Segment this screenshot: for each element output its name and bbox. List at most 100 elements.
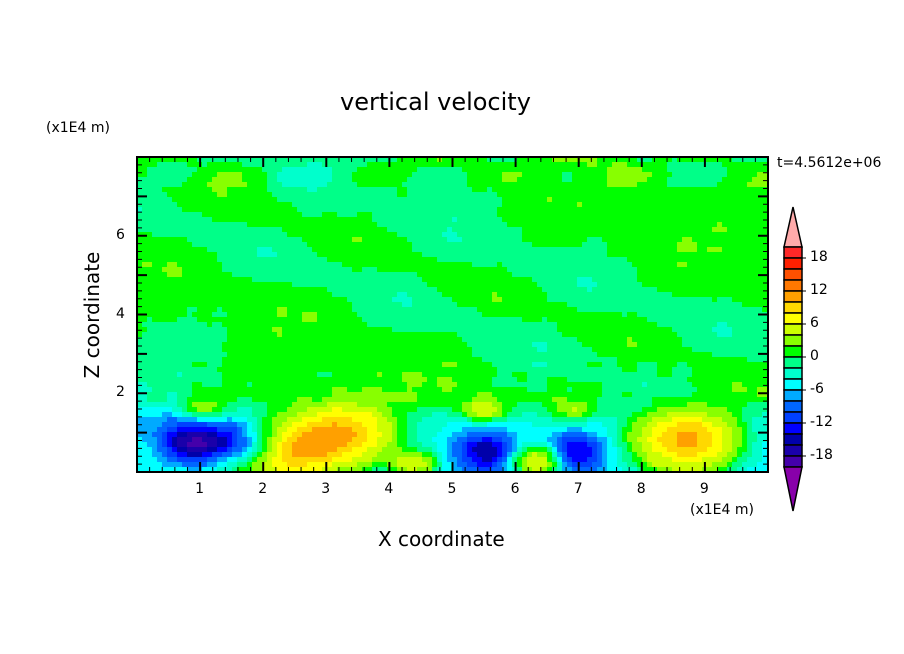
contour-cell xyxy=(597,282,603,288)
contour-cell xyxy=(182,157,188,163)
contour-cell xyxy=(192,167,198,173)
contour-cell xyxy=(462,302,468,308)
contour-cell xyxy=(342,262,348,268)
contour-cell xyxy=(727,247,733,253)
contour-cell xyxy=(652,272,658,278)
contour-cell xyxy=(597,297,603,303)
contour-cell xyxy=(507,232,513,238)
contour-cell xyxy=(522,272,528,278)
contour-cell xyxy=(227,327,233,333)
contour-cell xyxy=(602,282,608,288)
contour-cell xyxy=(567,177,573,183)
contour-cell xyxy=(692,247,698,253)
contour-cell xyxy=(627,192,633,198)
contour-cell xyxy=(197,257,203,263)
contour-cell xyxy=(502,237,508,243)
contour-cell xyxy=(272,322,278,328)
contour-cell xyxy=(532,317,538,323)
contour-cell xyxy=(627,257,633,263)
contour-cell xyxy=(587,232,593,238)
contour-cell xyxy=(237,167,243,173)
contour-cell xyxy=(352,317,358,323)
contour-cell xyxy=(272,272,278,278)
contour-cell xyxy=(647,187,653,193)
contour-cell xyxy=(717,207,723,213)
contour-cell xyxy=(172,212,178,218)
contour-cell xyxy=(472,342,478,348)
contour-cell xyxy=(737,187,743,193)
contour-cell xyxy=(632,327,638,333)
contour-cell xyxy=(637,197,643,203)
contour-cell xyxy=(372,317,378,323)
contour-cell xyxy=(697,237,703,243)
contour-cell xyxy=(707,222,713,228)
contour-cell xyxy=(167,187,173,193)
contour-cell xyxy=(427,317,433,323)
contour-cell xyxy=(282,322,288,328)
contour-cell xyxy=(737,182,743,188)
contour-cell xyxy=(357,227,363,233)
contour-cell xyxy=(632,272,638,278)
contour-cell xyxy=(477,297,483,303)
contour-cell xyxy=(732,272,738,278)
contour-cell xyxy=(372,202,378,208)
contour-cell xyxy=(557,272,563,278)
contour-cell xyxy=(237,227,243,233)
contour-cell xyxy=(197,327,203,333)
contour-cell xyxy=(547,332,553,338)
contour-cell xyxy=(697,322,703,328)
contour-cell xyxy=(582,272,588,278)
contour-cell xyxy=(142,162,148,168)
contour-cell xyxy=(337,162,343,168)
contour-cell xyxy=(627,347,633,353)
contour-cell xyxy=(527,312,533,318)
contour-cell xyxy=(407,237,413,243)
contour-cell xyxy=(477,242,483,248)
contour-cell xyxy=(257,202,263,208)
contour-cell xyxy=(212,167,218,173)
contour-cell xyxy=(277,312,283,318)
contour-cell xyxy=(417,317,423,323)
contour-cell xyxy=(287,292,293,298)
contour-cell xyxy=(687,197,693,203)
contour-cell xyxy=(537,187,543,193)
contour-cell xyxy=(682,322,688,328)
contour-cell xyxy=(202,167,208,173)
contour-cell xyxy=(612,212,618,218)
contour-cell xyxy=(682,187,688,193)
contour-cell xyxy=(292,222,298,228)
contour-cell xyxy=(602,312,608,318)
contour-cell xyxy=(542,317,548,323)
contour-cell xyxy=(157,242,163,248)
contour-cell xyxy=(337,217,343,223)
contour-cell xyxy=(527,182,533,188)
contour-cell xyxy=(317,317,323,323)
contour-cell xyxy=(687,162,693,168)
contour-cell xyxy=(217,277,223,283)
contour-cell xyxy=(667,162,673,168)
contour-cell xyxy=(352,222,358,228)
contour-cell xyxy=(487,242,493,248)
contour-cell xyxy=(327,227,333,233)
contour-cell xyxy=(632,292,638,298)
contour-cell xyxy=(537,317,543,323)
contour-cell xyxy=(537,267,543,273)
contour-cell xyxy=(297,352,303,358)
contour-cell xyxy=(457,262,463,268)
contour-cell xyxy=(657,242,663,248)
contour-cell xyxy=(337,227,343,233)
contour-cell xyxy=(427,157,433,163)
contour-cell xyxy=(672,217,678,223)
contour-cell xyxy=(272,217,278,223)
contour-cell xyxy=(582,297,588,303)
contour-cell xyxy=(577,217,583,223)
contour-cell xyxy=(262,157,268,163)
contour-cell xyxy=(437,217,443,223)
contour-cell xyxy=(152,212,158,218)
contour-cell xyxy=(602,232,608,238)
contour-cell xyxy=(622,272,628,278)
contour-cell xyxy=(332,332,338,338)
contour-cell xyxy=(612,337,618,343)
contour-cell xyxy=(187,187,193,193)
contour-cell xyxy=(747,307,753,313)
